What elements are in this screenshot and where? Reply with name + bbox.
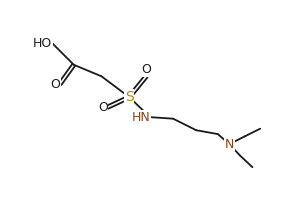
Text: O: O — [50, 78, 60, 90]
Text: O: O — [141, 63, 151, 76]
Text: N: N — [225, 138, 234, 151]
Text: S: S — [125, 90, 134, 104]
Text: O: O — [98, 101, 108, 114]
Text: HN: HN — [131, 111, 150, 124]
Text: HO: HO — [33, 37, 52, 50]
